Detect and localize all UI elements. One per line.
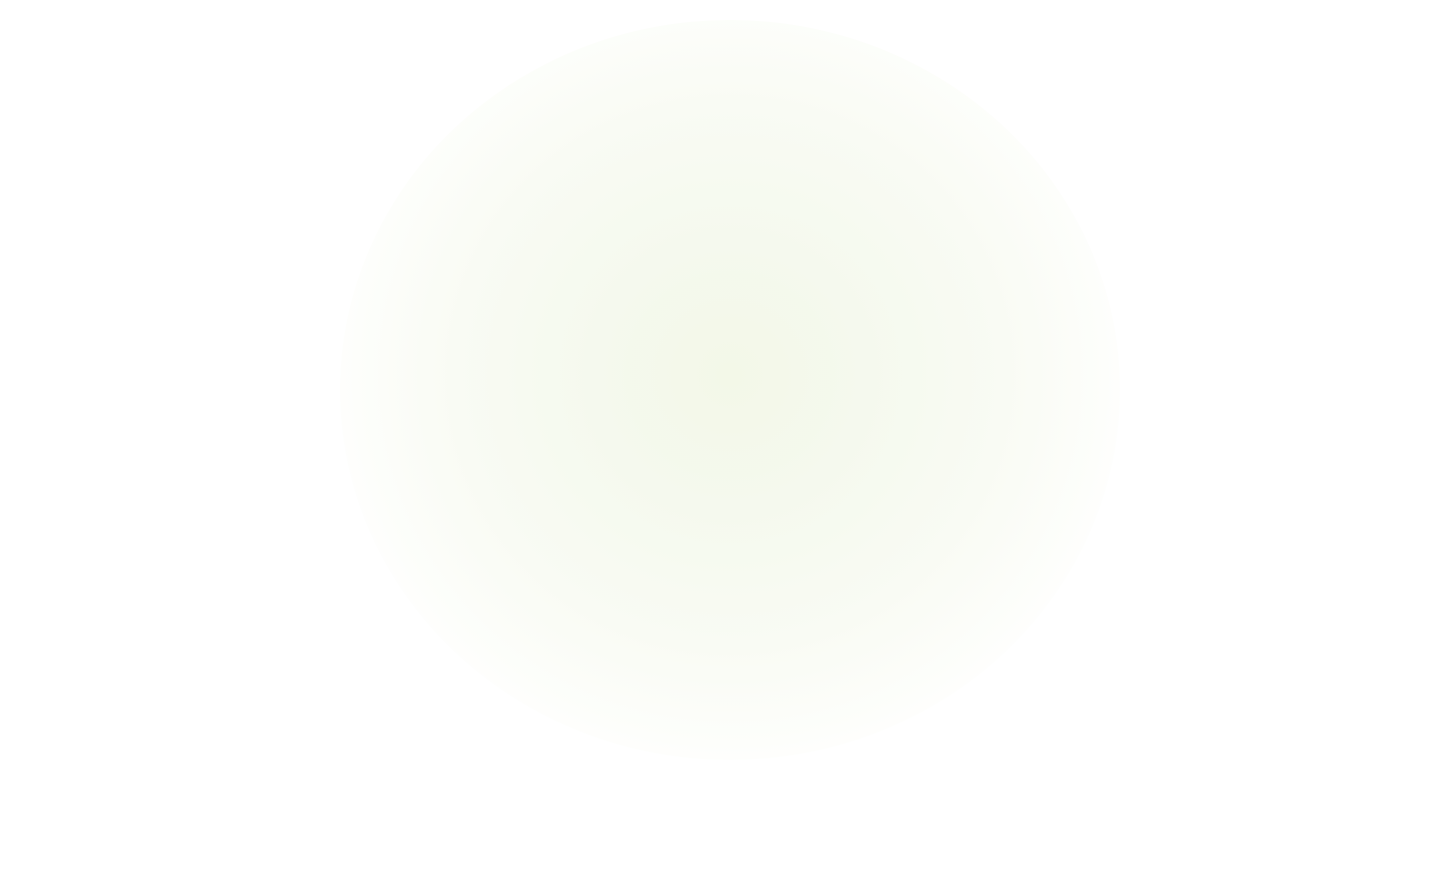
background-glow — [340, 20, 1120, 760]
